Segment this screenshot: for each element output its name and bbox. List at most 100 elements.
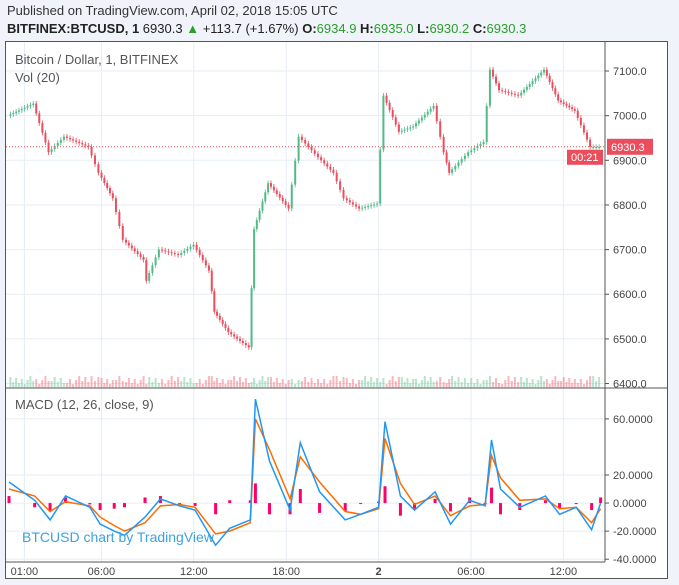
candle-body [133,248,136,252]
candle-body [151,265,154,274]
candle-body [520,92,523,96]
volume-bar [300,381,303,388]
candle-body [313,150,316,154]
price-label: 6930.3 [611,142,645,154]
candle-body [278,193,281,198]
volume-bar [579,379,582,388]
volume-bar [592,376,595,388]
volume-bar [189,378,192,388]
volume-bar [501,384,504,388]
volume-bar [297,380,300,388]
volume-bar [62,383,65,388]
candle-body [498,83,501,91]
volume-bar [154,378,157,388]
volume-bar [261,376,264,388]
volume-bar [394,381,397,388]
histogram-bar [123,503,126,508]
candle-body [241,340,244,344]
volume-bar [320,383,323,388]
candle-body [15,111,18,113]
price-tick-label: 7000.0 [613,111,647,123]
candle-body [358,206,361,209]
candle-body [90,146,93,156]
candle-body [183,250,186,253]
volume-bar [93,381,96,388]
volume-bar [406,378,409,388]
volume-bar [75,380,78,388]
countdown-box [567,149,603,165]
candle-body [50,149,53,153]
low-label: L: [417,21,430,36]
volume-bar [161,379,164,388]
histogram-bar [193,503,197,506]
volume-bar [545,379,548,388]
volume-bar [90,376,93,388]
volume-bar [250,382,253,388]
volume-bar [201,384,204,388]
last-price: 6930.3 [142,21,183,36]
volume-bar [244,378,247,388]
volume-bar [507,376,510,388]
candle-body [164,250,167,252]
volume-bar [454,381,457,388]
candle-body [576,110,579,118]
volume-bar [118,376,121,388]
histogram-bar [63,497,67,504]
candle-body [409,127,412,129]
candle-body [517,94,520,96]
volume-bar [391,376,394,388]
candle-body [528,84,531,87]
macd-tick-label: 20.0000 [613,470,653,482]
candle-body [467,152,470,156]
volume-bar [382,378,385,388]
volume-bar [29,376,32,388]
volume-bar [417,384,420,388]
volume-bar [164,384,167,388]
candle-body [355,204,358,207]
volume-bar [589,376,592,388]
candle-body [451,169,454,173]
candle-body [525,86,528,90]
low-value: 6930.2 [429,21,470,36]
volume-bar [358,380,361,388]
volume-bar [403,382,406,388]
candle-body [81,143,84,145]
candle-body [400,130,403,132]
candle-body [339,181,342,190]
price-tick-label: 6700.0 [613,245,647,257]
volume-bar [35,379,38,388]
candle-body [230,332,233,335]
price-tick-label: 7100.0 [613,66,647,78]
candle-body [445,152,448,163]
volume-bar [247,383,250,388]
volume-bar [482,380,485,388]
volume-bar [559,381,562,388]
volume-bar [204,380,207,388]
volume-bar [269,377,272,388]
candle-body [507,92,510,94]
high-value: 6935.0 [373,21,414,36]
candle-body [53,146,56,150]
candle-body [75,140,78,142]
volume-bar [457,377,460,388]
volume-bar [498,383,501,388]
volume-bar [97,377,100,388]
candle-body [406,128,409,130]
histogram-bar [590,503,594,511]
volume-bar [571,383,574,388]
volume-bar [72,384,75,388]
candle-body [388,102,391,111]
change: +113.7 (+1.67%) [202,21,299,36]
chart-frame[interactable] [5,41,668,579]
volume-bar [348,383,351,388]
volume-bar [432,382,435,388]
volume-bar [157,383,160,388]
candle-body [370,205,373,207]
open-label: O: [302,21,317,36]
candle-body [579,117,582,126]
volume-bar [323,379,326,388]
volume-bar [32,381,35,388]
candle-body [213,291,216,312]
histogram-bar [383,486,387,504]
